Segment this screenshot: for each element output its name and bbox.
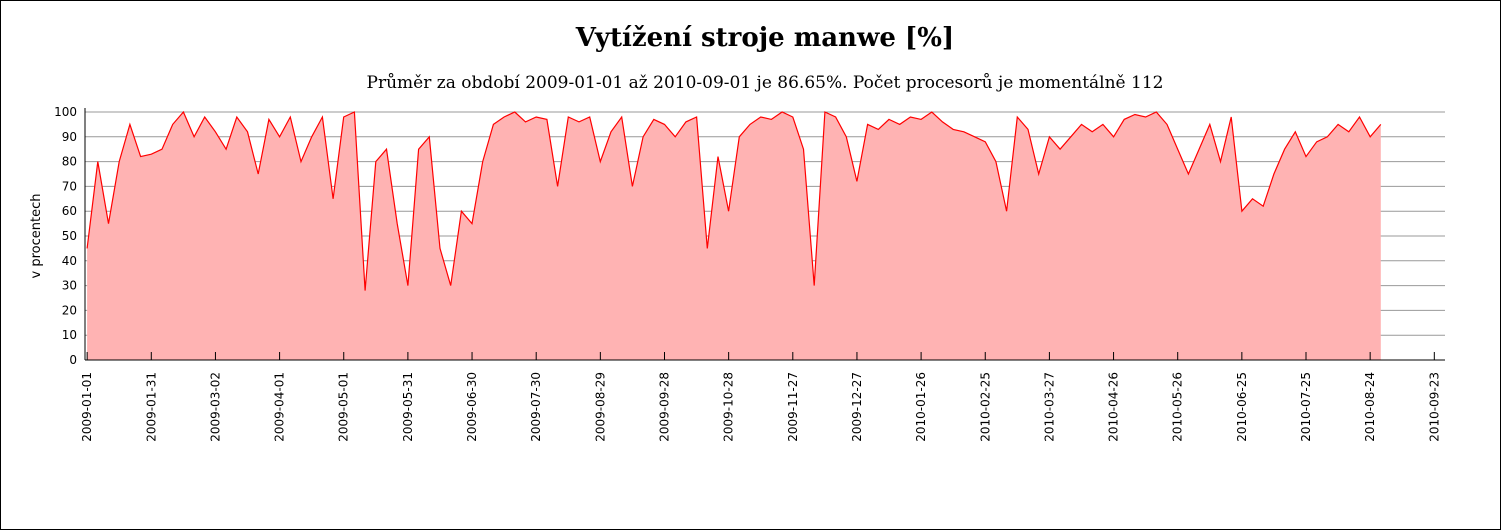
y-tick-label: 0 — [69, 353, 77, 367]
x-tick-label: 2009-08-29 — [593, 372, 607, 442]
y-tick-label: 100 — [54, 105, 77, 119]
x-tick-label: 2010-06-25 — [1235, 372, 1249, 442]
y-tick-label: 70 — [62, 179, 77, 193]
x-tick-label: 2009-07-30 — [529, 372, 543, 442]
x-tick-label: 2010-05-26 — [1171, 372, 1185, 442]
chart-subtitle: Průměr za období 2009-01-01 až 2010-09-0… — [367, 73, 1164, 93]
y-axis-label: v procentech — [29, 194, 44, 279]
area-fill — [87, 112, 1381, 360]
x-tick-label: 2010-08-24 — [1363, 372, 1377, 442]
x-tick-label: 2009-05-31 — [401, 372, 415, 442]
y-tick-label: 50 — [62, 229, 77, 243]
x-tick-label: 2009-03-02 — [208, 372, 222, 442]
y-tick-label: 90 — [62, 130, 77, 144]
x-tick-label: 2010-02-25 — [978, 372, 992, 442]
y-tick-label: 30 — [62, 279, 77, 293]
x-tick-label: 2010-07-25 — [1299, 372, 1313, 442]
x-tick-label: 2009-01-01 — [80, 372, 94, 442]
x-tick-label: 2009-01-31 — [144, 372, 158, 442]
y-tick-label: 80 — [62, 155, 77, 169]
x-tick-label: 2009-05-01 — [337, 372, 351, 442]
x-tick-label: 2010-09-23 — [1427, 372, 1441, 442]
x-tick-label: 2009-09-28 — [657, 372, 671, 442]
chart-title: Vytížení stroje manwe [%] — [575, 23, 955, 53]
x-tick-label: 2009-10-28 — [722, 372, 736, 442]
y-tick-label: 40 — [62, 254, 77, 268]
x-tick-label: 2009-04-01 — [273, 372, 287, 442]
x-tick-label: 2010-01-26 — [914, 372, 928, 442]
y-tick-label: 60 — [62, 204, 77, 218]
y-tick-label: 20 — [62, 303, 77, 317]
x-tick-label: 2009-11-27 — [786, 372, 800, 442]
y-tick-label: 10 — [62, 328, 77, 342]
x-tick-label: 2009-06-30 — [465, 372, 479, 442]
x-tick-label: 2009-12-27 — [850, 372, 864, 442]
area-line — [86, 110, 1382, 291]
x-tick-label: 2010-04-26 — [1107, 372, 1121, 442]
x-tick-label: 2010-03-27 — [1042, 372, 1056, 442]
